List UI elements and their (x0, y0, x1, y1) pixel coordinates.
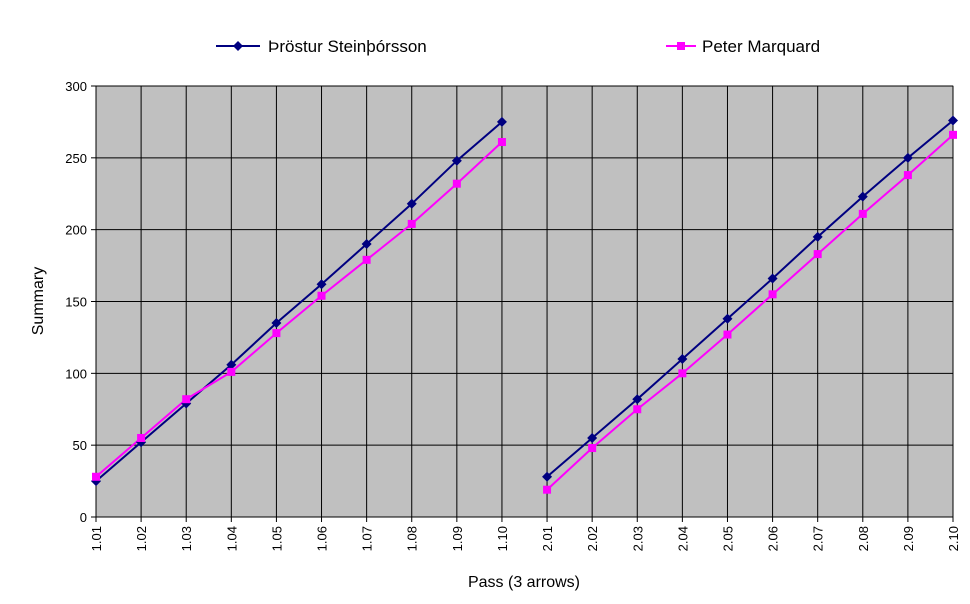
x-tick-label: 2.10 (946, 526, 961, 551)
x-tick-label: 1.08 (405, 526, 420, 551)
series-2-point (497, 138, 506, 147)
x-tick-label: 1.10 (495, 526, 510, 551)
series-2-point (272, 329, 281, 338)
x-axis-ticks: 1.01 1.02 1.03 1.04 1.05 1.06 1.07 1.08 1.09 1.10… (89, 517, 961, 551)
series-1-point (542, 471, 553, 482)
x-tick-label: 2.08 (856, 526, 871, 551)
legend-entry-series-2: Peter Marquard (666, 37, 820, 56)
legend-marker-series-1 (233, 41, 243, 51)
x-tick-label: 1.06 (315, 526, 330, 551)
series-1-point (632, 394, 643, 405)
y-tick-label: 200 (65, 223, 87, 238)
series-1-point (677, 353, 688, 364)
series-2-point (858, 209, 867, 218)
x-tick-label: 1.07 (360, 526, 375, 551)
series-1-point (812, 231, 823, 242)
x-tick-label: 2.03 (630, 526, 645, 551)
series-2-point (317, 291, 326, 300)
series-2-point (633, 405, 642, 414)
series-1-point (451, 155, 462, 166)
x-tick-label: 2.04 (675, 526, 690, 551)
series-2-point (543, 485, 552, 494)
series-1-line-segment-1 (95, 121, 503, 482)
series-1-point (857, 191, 868, 202)
series-markers (91, 115, 958, 494)
y-tick-label: 50 (73, 438, 87, 453)
series-2-line-segment-2 (546, 134, 954, 491)
series-2-point (813, 250, 822, 259)
series-1-point (406, 198, 417, 209)
series-1-point (902, 152, 913, 163)
series-2-point (227, 367, 236, 376)
x-tick-label: 1.05 (269, 526, 284, 551)
legend-marker-series-2 (677, 42, 685, 50)
x-tick-label: 2.01 (540, 526, 555, 551)
y-tick-label: 150 (65, 295, 87, 310)
x-tick-label: 1.09 (450, 526, 465, 551)
series-2-point (452, 179, 461, 188)
series-1-point (948, 115, 958, 126)
y-tick-label: 0 (80, 510, 87, 525)
series-2-point (182, 395, 191, 404)
x-tick-label: 2.09 (901, 526, 916, 551)
x-tick-label: 2.05 (720, 526, 735, 551)
legend: Þröstur Steinþórsson Peter Marquard (216, 37, 820, 56)
series-2-point (903, 171, 912, 180)
series-1-point (496, 116, 507, 127)
series-1-point (361, 239, 372, 250)
series-2-line-segment-1 (95, 141, 503, 478)
series-lines (95, 119, 954, 491)
x-tick-label: 2.06 (766, 526, 781, 551)
y-tick-label: 250 (65, 151, 87, 166)
x-tick-label: 1.02 (134, 526, 149, 551)
legend-label-series-1: Þröstur Steinþórsson (268, 37, 427, 56)
x-tick-label: 1.03 (179, 526, 194, 551)
series-2-point (407, 219, 416, 228)
y-tick-label: 100 (65, 366, 87, 381)
series-1-point (722, 313, 733, 324)
x-tick-label: 1.01 (89, 526, 104, 551)
legend-entry-series-1: Þröstur Steinþórsson (216, 37, 427, 56)
series-1-point (316, 279, 327, 290)
series-1-line-segment-2 (546, 119, 954, 478)
y-tick-label: 300 (65, 79, 87, 94)
x-tick-label: 1.04 (224, 526, 239, 551)
x-tick-label: 2.07 (811, 526, 826, 551)
series-1-point (271, 318, 282, 329)
x-tick-label: 2.02 (585, 526, 600, 551)
legend-label-series-2: Peter Marquard (702, 37, 820, 56)
x-axis-title: Pass (3 arrows) (468, 574, 580, 591)
series-1-point (226, 359, 237, 370)
series-1-point (767, 273, 778, 284)
y-axis-title: Summary (30, 267, 47, 335)
series-2-point (678, 369, 687, 378)
series-2-point (949, 130, 957, 139)
series-2-point (723, 330, 732, 339)
y-axis-ticks: 0 50 100 150 200 250 300 (65, 79, 96, 525)
series-2-point (768, 290, 777, 299)
series-2-point (588, 444, 597, 453)
series-2-point (362, 255, 371, 264)
series-2-point (92, 472, 100, 481)
series-1-point (587, 432, 598, 443)
series-2-point (137, 433, 146, 442)
